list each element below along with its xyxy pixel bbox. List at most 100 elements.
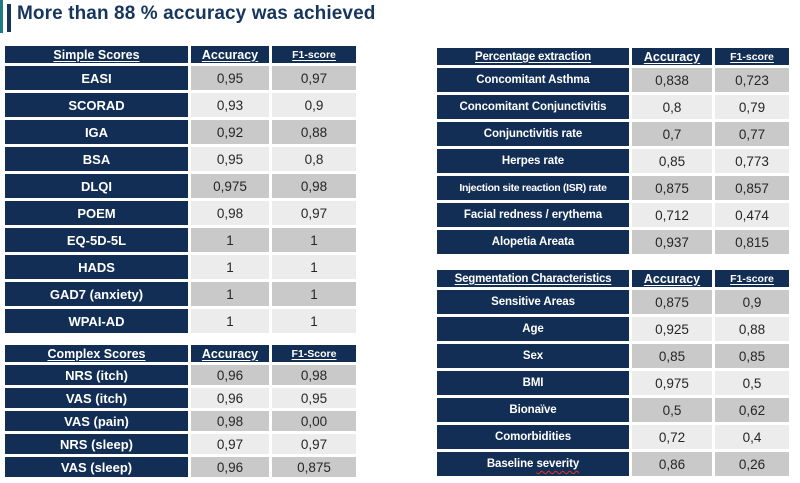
value-cell: 0,97 xyxy=(272,434,356,454)
table-row: Age 0,925 0,88 xyxy=(437,317,789,341)
value-cell: 0,875 xyxy=(272,457,356,477)
value-cell: 0,4 xyxy=(715,425,789,449)
table-row: HADS 1 1 xyxy=(5,255,356,279)
table-header: Percentage extraction Accuracy F1-score xyxy=(437,48,789,65)
value-cell: 0,857 xyxy=(715,176,789,200)
row-label-cell: Conjunctivitis rate xyxy=(437,122,629,146)
table-row: Alopetia Areata 0,937 0,815 xyxy=(437,230,789,254)
value-cell: 1 xyxy=(191,255,269,279)
column-header-cell: Accuracy xyxy=(632,270,712,287)
table-row: WPAI-AD 1 1 xyxy=(5,309,356,333)
table-row: IGA 0,92 0,88 xyxy=(5,120,356,144)
table-body: Concomitant Asthma 0,838 0,723 Concomitant … xyxy=(437,68,789,254)
row-label-cell: Concomitant Conjunctivitis xyxy=(437,95,629,119)
value-cell: 0,00 xyxy=(272,411,356,431)
row-label-cell: NRS (itch) xyxy=(5,365,188,385)
value-cell: 0,5 xyxy=(632,398,712,422)
value-cell: 0,838 xyxy=(632,68,712,92)
table-row: DLQI 0,975 0,98 xyxy=(5,174,356,198)
table-row: BSA 0,95 0,8 xyxy=(5,147,356,171)
value-cell: 0,98 xyxy=(272,174,356,198)
column-header-cell: F1-score xyxy=(715,48,789,65)
value-cell: 0,77 xyxy=(715,122,789,146)
simple-scores-table: Simple Scores Accuracy F1-score EASI 0,95 0,… xyxy=(2,43,359,336)
value-cell: 0,86 xyxy=(632,452,712,476)
page-title: More than 88 % accuracy was achieved xyxy=(17,3,376,24)
table-row: VAS (sleep) 0,96 0,875 xyxy=(5,457,356,477)
misspelled-word: severity xyxy=(536,458,580,470)
value-cell: 1 xyxy=(191,309,269,333)
table-row: VAS (itch) 0,96 0,95 xyxy=(5,388,356,408)
table-title-cell: Segmentation Characteristics xyxy=(437,270,629,287)
table-row: Herpes rate 0,85 0,773 xyxy=(437,149,789,173)
table-header-row: Percentage extraction Accuracy F1-score xyxy=(437,48,789,65)
row-label-cell: VAS (sleep) xyxy=(5,457,188,477)
table-header-row: Segmentation Characteristics Accuracy F1-s… xyxy=(437,270,789,287)
table-title-cell: Percentage extraction xyxy=(437,48,629,65)
title-accent-bar xyxy=(7,4,11,32)
table-row: Comorbidities 0,72 0,4 xyxy=(437,425,789,449)
value-cell: 0,95 xyxy=(191,66,269,90)
value-cell: 0,8 xyxy=(632,95,712,119)
row-label-cell: HADS xyxy=(5,255,188,279)
table-header-row: Simple Scores Accuracy F1-score xyxy=(5,46,356,63)
row-label-cell: BMI xyxy=(437,371,629,395)
table-row: SCORAD 0,93 0,9 xyxy=(5,93,356,117)
table-row: BMI 0,975 0,5 xyxy=(437,371,789,395)
complex-scores-table: Complex Scores Accuracy F1-Score NRS (itch… xyxy=(2,342,359,480)
value-cell: 0,97 xyxy=(272,201,356,225)
table-row: Sex 0,85 0,85 xyxy=(437,344,789,368)
table-title-cell: Simple Scores xyxy=(5,46,188,63)
table-header: Simple Scores Accuracy F1-score xyxy=(5,46,356,63)
row-label-cell: NRS (sleep) xyxy=(5,434,188,454)
value-cell: 0,98 xyxy=(191,411,269,431)
value-cell: 0,96 xyxy=(191,388,269,408)
table-body: Sensitive Areas 0,875 0,9 Age 0,925 0,88 Sex 0,… xyxy=(437,290,789,476)
column-header-cell: Accuracy xyxy=(191,46,269,63)
value-cell: 0,925 xyxy=(632,317,712,341)
value-cell: 0,72 xyxy=(632,425,712,449)
row-label-cell: Bionaïve xyxy=(437,398,629,422)
value-cell: 1 xyxy=(191,282,269,306)
value-cell: 0,96 xyxy=(191,457,269,477)
value-cell: 1 xyxy=(272,228,356,252)
row-label-cell: POEM xyxy=(5,201,188,225)
table-row: Sensitive Areas 0,875 0,9 xyxy=(437,290,789,314)
value-cell: 0,92 xyxy=(191,120,269,144)
percentage-extraction-table: Percentage extraction Accuracy F1-score Co… xyxy=(434,45,792,257)
table-row: VAS (pain) 0,98 0,00 xyxy=(5,411,356,431)
value-cell: 0,773 xyxy=(715,149,789,173)
table-row: Concomitant Asthma 0,838 0,723 xyxy=(437,68,789,92)
value-cell: 0,7 xyxy=(632,122,712,146)
row-label-cell: Sensitive Areas xyxy=(437,290,629,314)
row-label-cell: Herpes rate xyxy=(437,149,629,173)
row-label-cell: Sex xyxy=(437,344,629,368)
value-cell: 0,95 xyxy=(272,388,356,408)
value-cell: 0,815 xyxy=(715,230,789,254)
value-cell: 0,26 xyxy=(715,452,789,476)
row-label-cell: EASI xyxy=(5,66,188,90)
value-cell: 0,875 xyxy=(632,176,712,200)
value-cell: 0,875 xyxy=(632,290,712,314)
value-cell: 0,9 xyxy=(272,93,356,117)
value-cell: 0,9 xyxy=(715,290,789,314)
table-row: Concomitant Conjunctivitis 0,8 0,79 xyxy=(437,95,789,119)
table-row: EASI 0,95 0,97 xyxy=(5,66,356,90)
table-row: Injection site reaction (ISR) rate 0,875 0… xyxy=(437,176,789,200)
row-label-cell: Injection site reaction (ISR) rate xyxy=(437,176,629,200)
value-cell: 0,97 xyxy=(272,66,356,90)
value-cell: 0,98 xyxy=(191,201,269,225)
row-label-cell: VAS (pain) xyxy=(5,411,188,431)
row-label-cell: DLQI xyxy=(5,174,188,198)
row-label-cell: Concomitant Asthma xyxy=(437,68,629,92)
table-row: Conjunctivitis rate 0,7 0,77 xyxy=(437,122,789,146)
row-label-cell: GAD7 (anxiety) xyxy=(5,282,188,306)
value-cell: 1 xyxy=(272,255,356,279)
column-header-cell: F1-score xyxy=(272,46,356,63)
value-cell: 0,88 xyxy=(715,317,789,341)
value-cell: 0,97 xyxy=(191,434,269,454)
table-row: GAD7 (anxiety) 1 1 xyxy=(5,282,356,306)
table-row: Baseline severity 0,86 0,26 xyxy=(437,452,789,476)
value-cell: 0,712 xyxy=(632,203,712,227)
column-header-cell: Accuracy xyxy=(191,345,269,362)
